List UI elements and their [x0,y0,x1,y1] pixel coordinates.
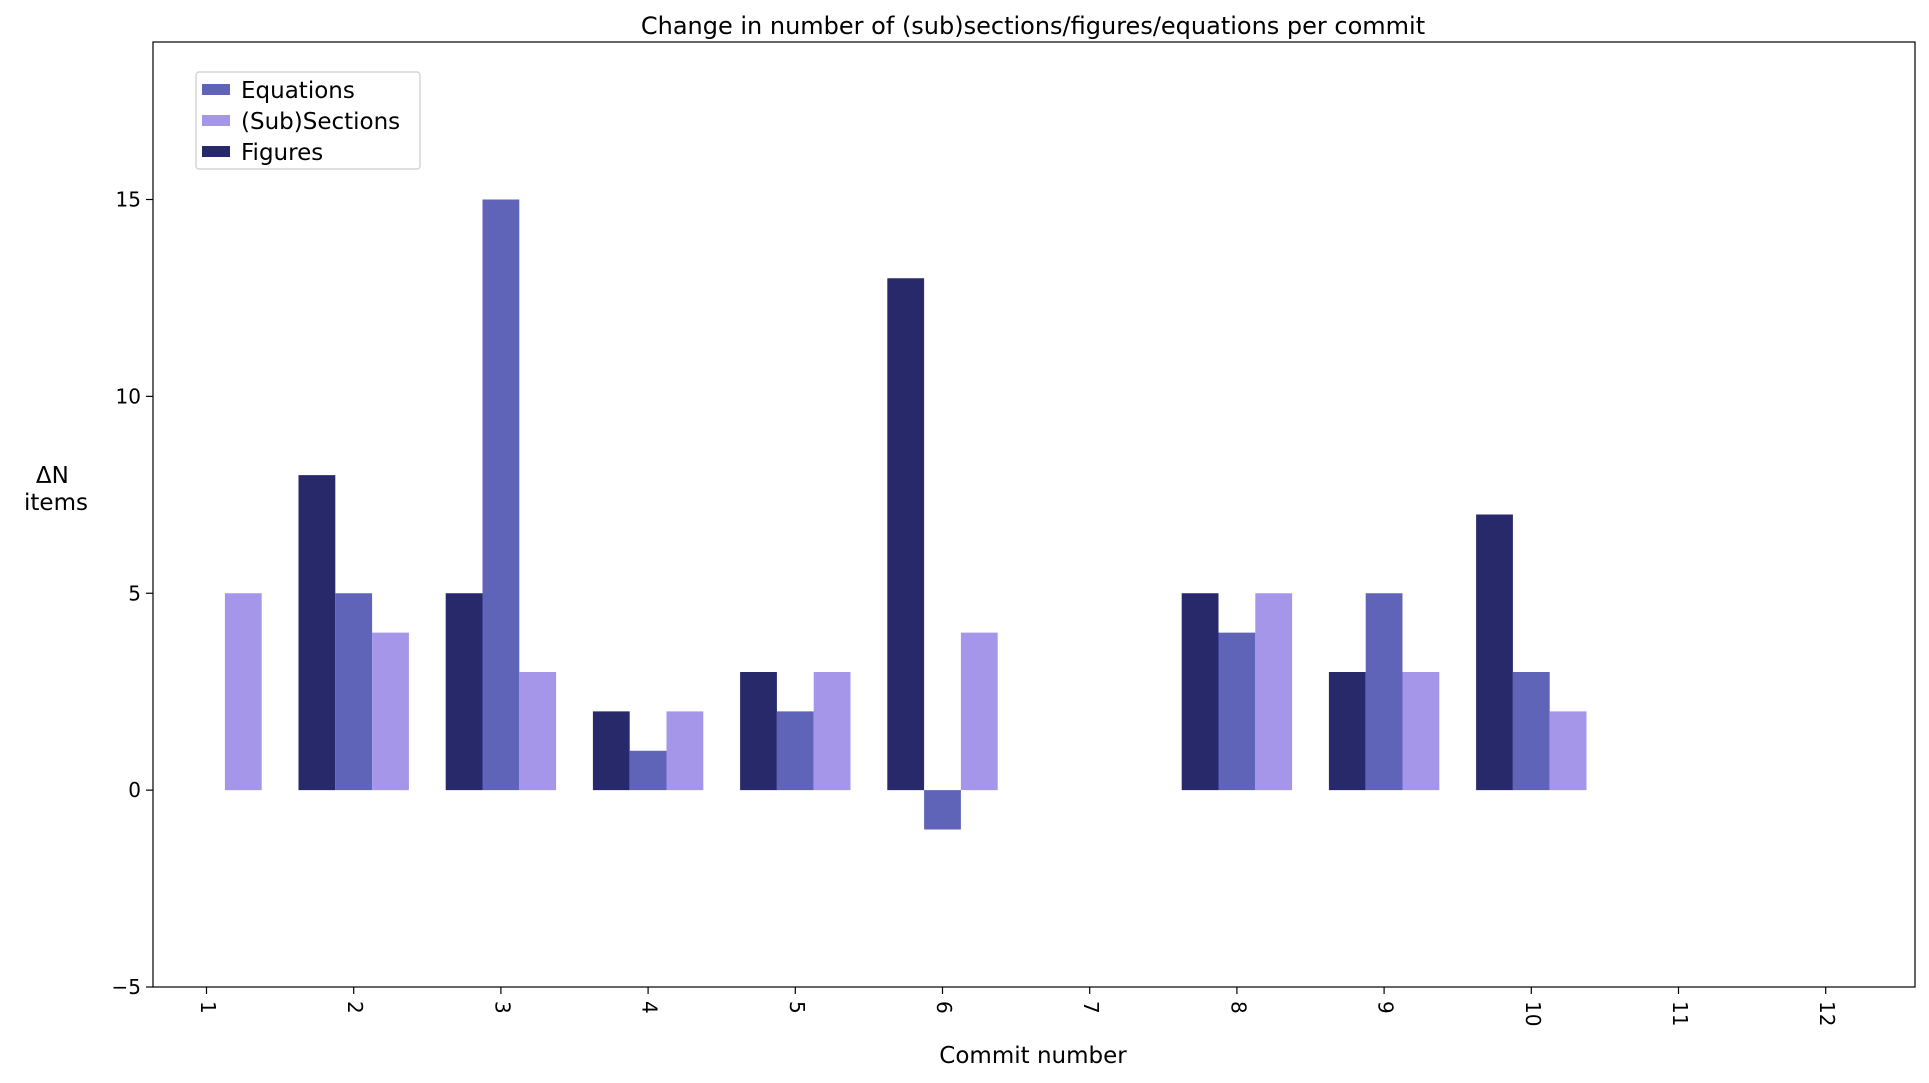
y-tick-label: 5 [128,581,141,605]
bar-equations-commit-4 [629,750,667,791]
bar-figures-commit-3 [445,593,483,791]
y-axis-label: ΔN items [24,463,88,516]
bar-figures-commit-8 [1181,593,1219,791]
bar-sub-sections-commit-5 [813,672,851,791]
bar-equations-commit-2 [335,593,373,791]
x-axis: 1 2 3 4 5 6 7 8 9 10 11 12 [196,987,1839,1026]
bar-figures-commit-6 [887,278,925,791]
bar-figures-commit-2 [298,475,336,791]
x-tick-label: 6 [932,1001,956,1014]
bar-figures-commit-9 [1328,672,1366,791]
bar-equations-commit-9 [1365,593,1403,791]
bar-figures-commit-5 [740,672,777,791]
bar-equations-commit-8 [1218,632,1256,791]
y-tick-label: −5 [112,975,141,999]
x-tick-label: 2 [343,1001,367,1014]
legend-box [195,71,421,170]
x-tick-label: 5 [785,1001,809,1014]
x-axis-label: Commit number [939,1043,1127,1069]
bars-layer [224,199,1587,830]
bar-sub-sections-commit-6 [960,632,998,791]
legend-label-equations: Equations [241,78,355,104]
bar-sub-sections-commit-3 [519,672,557,791]
y-tick-label: 15 [116,188,141,212]
y-tick-label: 10 [116,384,141,408]
chart-title: Change in number of (sub)sections/figure… [641,12,1425,40]
plot-area-frame [152,41,1916,988]
x-tick-label: 1 [196,1001,220,1014]
y-tick-label: 0 [128,778,141,802]
bar-sub-sections-commit-2 [372,632,409,791]
bar-figures-commit-10 [1476,514,1513,791]
legend-swatch-figures [202,146,230,157]
legend-swatch-sub-sections [202,115,230,126]
x-tick-label: 7 [1079,1001,1103,1014]
y-axis-label-line-1: ΔN [36,463,69,489]
legend-items: Equations (Sub)Sections Figures [202,78,400,166]
x-tick-label: 12 [1815,1001,1839,1026]
legend-swatch-equations [202,84,230,95]
x-tick-label: 4 [638,1001,662,1014]
bar-sub-sections-commit-1 [224,593,262,791]
x-tick-label: 11 [1668,1001,1692,1026]
x-tick-label: 8 [1226,1001,1250,1014]
legend: Equations (Sub)Sections Figures [195,71,421,170]
bar-equations-commit-5 [776,711,814,791]
legend-label-figures: Figures [241,140,323,166]
bar-sub-sections-commit-9 [1402,672,1440,791]
bar-sub-sections-commit-8 [1255,593,1293,791]
bar-sub-sections-commit-10 [1549,711,1587,791]
y-axis-label-line-2: items [24,490,88,516]
bar-sub-sections-commit-4 [666,711,704,791]
x-tick-label: 3 [490,1001,514,1014]
bar-equations-commit-6 [924,790,961,830]
x-tick-label: 9 [1374,1001,1398,1014]
bar-equations-commit-3 [482,199,520,791]
bar-figures-commit-4 [592,711,630,791]
bar-equations-commit-10 [1512,672,1550,791]
y-axis: −5 0 5 10 15 [112,188,153,999]
legend-label-sub-sections: (Sub)Sections [241,109,400,135]
x-tick-label: 10 [1521,1001,1545,1026]
